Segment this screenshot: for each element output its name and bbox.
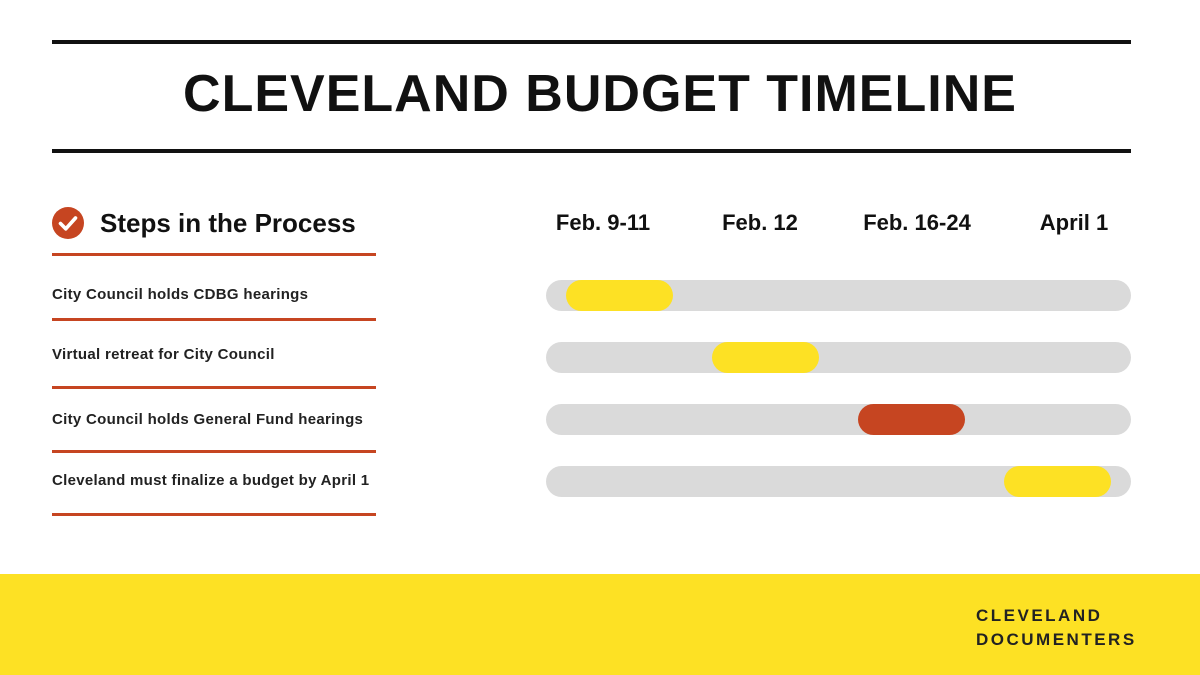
step-divider xyxy=(52,450,376,453)
timeline-bar-finalize-budget xyxy=(1004,466,1112,497)
timeline-bar-general-fund-hearings xyxy=(858,404,966,435)
date-label-feb-16-24: Feb. 16-24 xyxy=(863,210,971,235)
step-label-finalize-budget: Cleveland must finalize a budget by Apri… xyxy=(52,472,370,489)
timeline-track xyxy=(546,280,1131,311)
timeline-track xyxy=(546,466,1131,497)
timeline-track xyxy=(546,404,1131,435)
steps-title: Steps in the Process xyxy=(100,207,356,238)
step-label-virtual-retreat: Virtual retreat for City Council xyxy=(52,346,275,363)
timeline-track xyxy=(546,342,1131,373)
steps-header-rule xyxy=(52,253,376,256)
check-circle-icon xyxy=(52,207,84,239)
step-divider xyxy=(52,513,376,516)
footer-brand-line-2: DOCUMENTERS xyxy=(976,630,1137,649)
footer-brand-line-1: CLEVELAND xyxy=(976,606,1103,625)
steps-header: Steps in the Process xyxy=(52,206,356,240)
title-top-rule xyxy=(52,40,1131,44)
step-divider xyxy=(52,386,376,389)
step-divider xyxy=(52,318,376,321)
page-title: CLEVELAND BUDGET TIMELINE xyxy=(183,65,1017,123)
date-label-feb-12: Feb. 12 xyxy=(722,210,798,235)
footer-band: CLEVELAND DOCUMENTERS xyxy=(0,574,1200,675)
step-label-general-fund-hearings: City Council holds General Fund hearings xyxy=(52,411,364,428)
step-label-cdbg-hearings: City Council holds CDBG hearings xyxy=(52,286,309,303)
title-bottom-rule xyxy=(52,149,1131,153)
timeline-bar-cdbg-hearings xyxy=(565,280,673,311)
date-label-feb-9-11: Feb. 9-11 xyxy=(555,210,651,235)
timeline-bar-virtual-retreat xyxy=(711,342,819,373)
date-label-april-1: April 1 xyxy=(1039,210,1109,235)
